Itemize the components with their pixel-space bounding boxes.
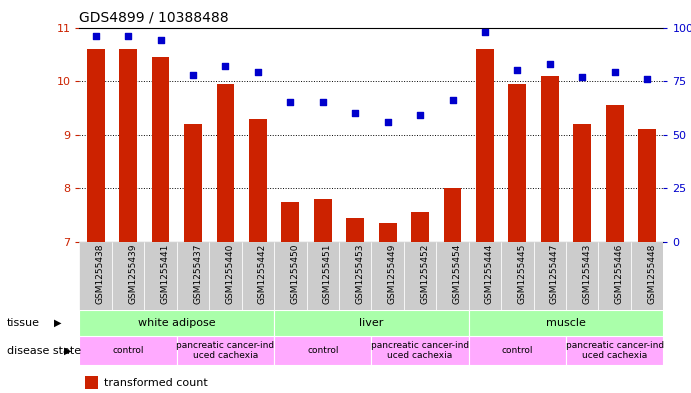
- Bar: [112, 242, 144, 310]
- Text: control: control: [307, 346, 339, 355]
- Bar: [79, 242, 112, 310]
- Text: GSM1255445: GSM1255445: [518, 244, 527, 304]
- Text: GDS4899 / 10388488: GDS4899 / 10388488: [79, 11, 229, 25]
- Bar: [631, 242, 663, 310]
- Point: [252, 69, 263, 75]
- Text: transformed count: transformed count: [104, 378, 208, 387]
- Text: GSM1255437: GSM1255437: [193, 244, 202, 304]
- Bar: [274, 336, 371, 365]
- Text: GSM1255453: GSM1255453: [355, 244, 364, 304]
- Bar: [404, 242, 436, 310]
- Bar: [533, 242, 566, 310]
- Bar: [281, 202, 299, 242]
- Bar: [144, 242, 177, 310]
- Bar: [87, 49, 104, 242]
- Point: [577, 73, 588, 80]
- Bar: [566, 336, 663, 365]
- Bar: [346, 218, 364, 242]
- Bar: [606, 105, 623, 242]
- Bar: [371, 336, 468, 365]
- Text: pancreatic cancer-ind
uced cachexia: pancreatic cancer-ind uced cachexia: [371, 341, 469, 360]
- Text: GSM1255451: GSM1255451: [323, 244, 332, 304]
- Text: white adipose: white adipose: [138, 318, 216, 328]
- Point: [545, 61, 556, 67]
- Text: GSM1255442: GSM1255442: [258, 244, 267, 304]
- Point: [642, 76, 653, 82]
- Bar: [444, 188, 462, 242]
- Bar: [85, 376, 98, 389]
- Text: control: control: [502, 346, 533, 355]
- Bar: [209, 242, 242, 310]
- Bar: [242, 242, 274, 310]
- Text: control: control: [113, 346, 144, 355]
- Text: GSM1255452: GSM1255452: [420, 244, 429, 304]
- Point: [220, 63, 231, 69]
- Point: [480, 29, 491, 35]
- Point: [350, 110, 361, 116]
- Text: GSM1255448: GSM1255448: [647, 244, 656, 304]
- Text: muscle: muscle: [546, 318, 586, 328]
- Text: disease state: disease state: [7, 346, 81, 356]
- Bar: [249, 119, 267, 242]
- Text: pancreatic cancer-ind
uced cachexia: pancreatic cancer-ind uced cachexia: [176, 341, 274, 360]
- Bar: [436, 242, 468, 310]
- Point: [187, 72, 198, 78]
- Bar: [79, 310, 274, 336]
- Bar: [638, 129, 656, 242]
- Point: [155, 37, 166, 44]
- Bar: [574, 124, 591, 242]
- Text: pancreatic cancer-ind
uced cachexia: pancreatic cancer-ind uced cachexia: [566, 341, 664, 360]
- Text: GSM1255446: GSM1255446: [615, 244, 624, 304]
- Bar: [501, 242, 533, 310]
- Bar: [411, 212, 429, 242]
- Text: GSM1255454: GSM1255454: [453, 244, 462, 304]
- Point: [512, 67, 523, 73]
- Text: GSM1255449: GSM1255449: [388, 244, 397, 304]
- Text: ▶: ▶: [64, 346, 72, 356]
- Bar: [541, 76, 559, 242]
- Text: liver: liver: [359, 318, 384, 328]
- Text: ▶: ▶: [54, 318, 61, 328]
- Bar: [177, 242, 209, 310]
- Point: [122, 33, 133, 39]
- Bar: [468, 242, 501, 310]
- Bar: [177, 336, 274, 365]
- Bar: [566, 242, 598, 310]
- Bar: [371, 242, 404, 310]
- Point: [285, 99, 296, 106]
- Text: tissue: tissue: [7, 318, 40, 328]
- Text: GSM1255450: GSM1255450: [290, 244, 299, 304]
- Point: [415, 112, 426, 118]
- Bar: [314, 199, 332, 242]
- Text: GSM1255440: GSM1255440: [225, 244, 234, 304]
- Text: GSM1255439: GSM1255439: [128, 244, 137, 304]
- Text: GSM1255441: GSM1255441: [160, 244, 169, 304]
- Text: GSM1255438: GSM1255438: [95, 244, 104, 304]
- Bar: [274, 310, 468, 336]
- Bar: [151, 57, 169, 242]
- Point: [609, 69, 621, 75]
- Bar: [307, 242, 339, 310]
- Bar: [216, 84, 234, 242]
- Point: [382, 119, 393, 125]
- Bar: [468, 336, 566, 365]
- Bar: [274, 242, 307, 310]
- Bar: [468, 310, 663, 336]
- Bar: [339, 242, 371, 310]
- Point: [317, 99, 328, 106]
- Bar: [509, 84, 527, 242]
- Point: [447, 97, 458, 103]
- Bar: [184, 124, 202, 242]
- Text: GSM1255443: GSM1255443: [583, 244, 591, 304]
- Text: GSM1255444: GSM1255444: [485, 244, 494, 304]
- Bar: [120, 49, 137, 242]
- Bar: [598, 242, 631, 310]
- Bar: [379, 223, 397, 242]
- Bar: [476, 49, 494, 242]
- Point: [90, 33, 101, 39]
- Bar: [79, 336, 177, 365]
- Text: GSM1255447: GSM1255447: [550, 244, 559, 304]
